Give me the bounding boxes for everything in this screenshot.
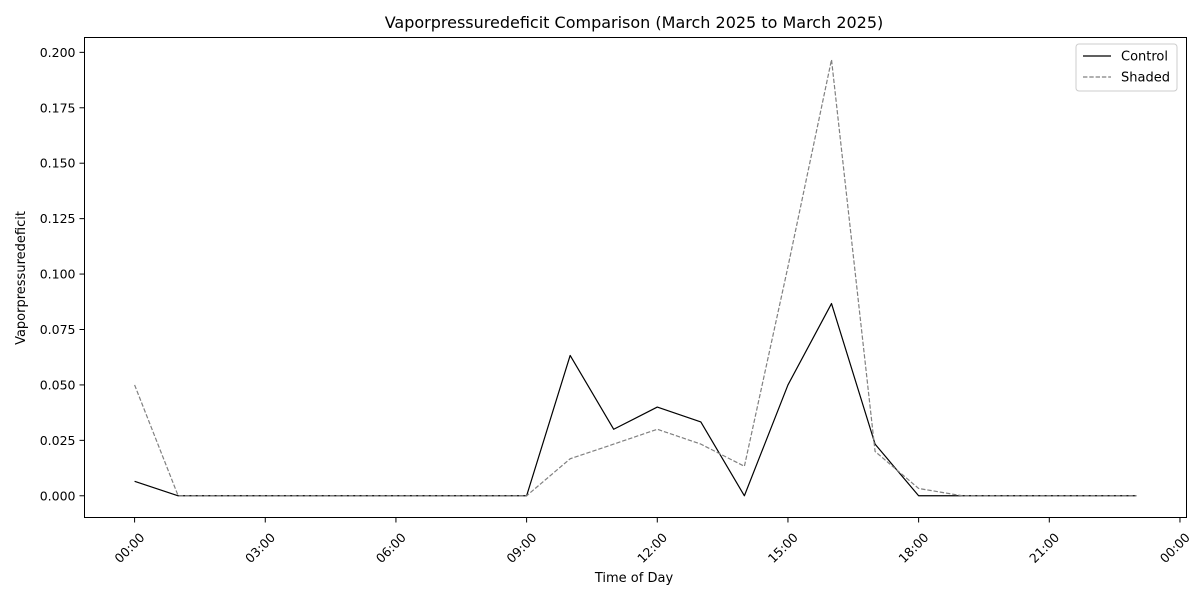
y-tick-label: 0.125	[40, 211, 76, 226]
x-tick-label: 06:00	[373, 530, 409, 566]
y-tick-label: 0.100	[40, 267, 76, 282]
legend-label-shaded: Shaded	[1121, 71, 1170, 86]
y-tick-label: 0.200	[40, 45, 76, 60]
series-line-control	[134, 302, 1137, 497]
x-tick-label: 00:00	[1157, 530, 1193, 566]
x-tick-label: 21:00	[1026, 530, 1062, 566]
chart-title: Vaporpressuredeficit Comparison (March 2…	[385, 13, 884, 32]
legend: Control Shaded	[1075, 43, 1178, 92]
y-tick-label: 0.000	[40, 488, 76, 503]
y-tick-label: 0.175	[40, 100, 76, 115]
y-axis: 0.000 0.025 0.050 0.075 0.100 0.125 0.150 0.175…	[40, 45, 85, 503]
x-tick-label: 03:00	[242, 530, 278, 566]
x-tick-label: 12:00	[634, 530, 670, 566]
x-tick-label: 18:00	[895, 530, 931, 566]
y-tick-label: 0.150	[40, 156, 76, 171]
x-tick-label: 15:00	[765, 530, 801, 566]
y-tick-label: 0.075	[40, 322, 76, 337]
legend-label-control: Control	[1121, 50, 1168, 65]
series-lines	[134, 59, 1137, 497]
x-tick-label: 09:00	[503, 530, 539, 566]
y-tick-label: 0.050	[40, 377, 76, 392]
series-line-shaded	[134, 59, 1137, 497]
y-axis-label: Vaporpressuredeficit	[14, 211, 29, 345]
x-tick-label: 00:00	[111, 530, 147, 566]
x-axis: 00:00 03:00 06:00 09:00 12:00 15:00 18:00 21:00…	[111, 517, 1193, 566]
plot-area	[84, 37, 1187, 518]
x-axis-label: Time of Day	[594, 571, 674, 586]
y-tick-label: 0.025	[40, 433, 76, 448]
